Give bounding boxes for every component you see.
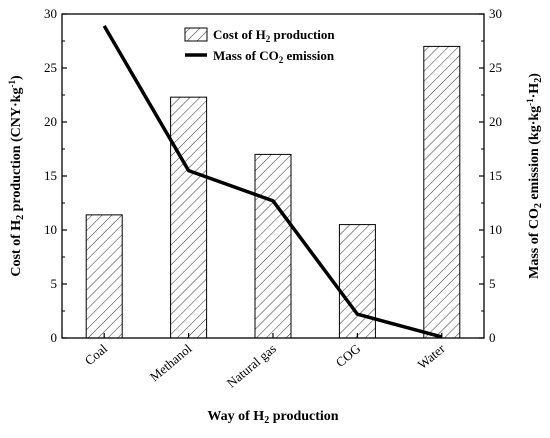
category-label: Water [415, 340, 449, 372]
left-tick-label: 20 [44, 114, 57, 129]
category-label: Coal [82, 341, 111, 369]
left-tick-label: 25 [44, 60, 57, 75]
right-tick-label: 5 [489, 276, 496, 291]
bar-series [85, 45, 461, 339]
category-label: Methanol [147, 341, 195, 385]
left-tick-label: 30 [44, 6, 57, 21]
right-axis: 0 5 10 15 20 25 30 [479, 6, 502, 345]
line-series [102, 24, 443, 339]
right-axis-title: Mass of CO2 emission (kg·kg-1·H2) [525, 73, 544, 279]
legend-bar-label: Cost of H2 production [213, 27, 335, 44]
co2-emission-line [102, 24, 443, 339]
left-axis: 0 5 10 15 20 25 30 [44, 6, 67, 345]
legend: Cost of H2 production Mass of CO2 emissi… [184, 27, 335, 65]
left-tick-label: 0 [51, 330, 58, 345]
bar-methanol [170, 96, 208, 339]
right-tick-label: 15 [489, 168, 502, 183]
left-tick-label: 15 [44, 168, 57, 183]
bar-cog [338, 224, 376, 339]
right-tick-label: 25 [489, 60, 502, 75]
legend-bar-swatch [184, 27, 208, 42]
bar-coal [85, 214, 123, 339]
left-tick-label: 10 [44, 222, 57, 237]
left-axis-title: Cost of H2 production (CNY·kg-1) [7, 75, 26, 277]
category-label: Natural gas [224, 341, 279, 391]
right-tick-label: 10 [489, 222, 502, 237]
bar-natural-gas [254, 153, 292, 339]
x-axis: Coal Methanol Natural gas COG Water [82, 333, 449, 391]
category-label: COG [333, 341, 364, 370]
right-tick-label: 20 [489, 114, 502, 129]
bar-water [423, 45, 461, 339]
x-axis-title: Way of H2 production [207, 409, 338, 426]
left-tick-label: 5 [51, 276, 58, 291]
legend-line-label: Mass of CO2 emission [213, 48, 335, 65]
right-tick-label: 0 [489, 330, 496, 345]
right-tick-label: 30 [489, 6, 502, 21]
